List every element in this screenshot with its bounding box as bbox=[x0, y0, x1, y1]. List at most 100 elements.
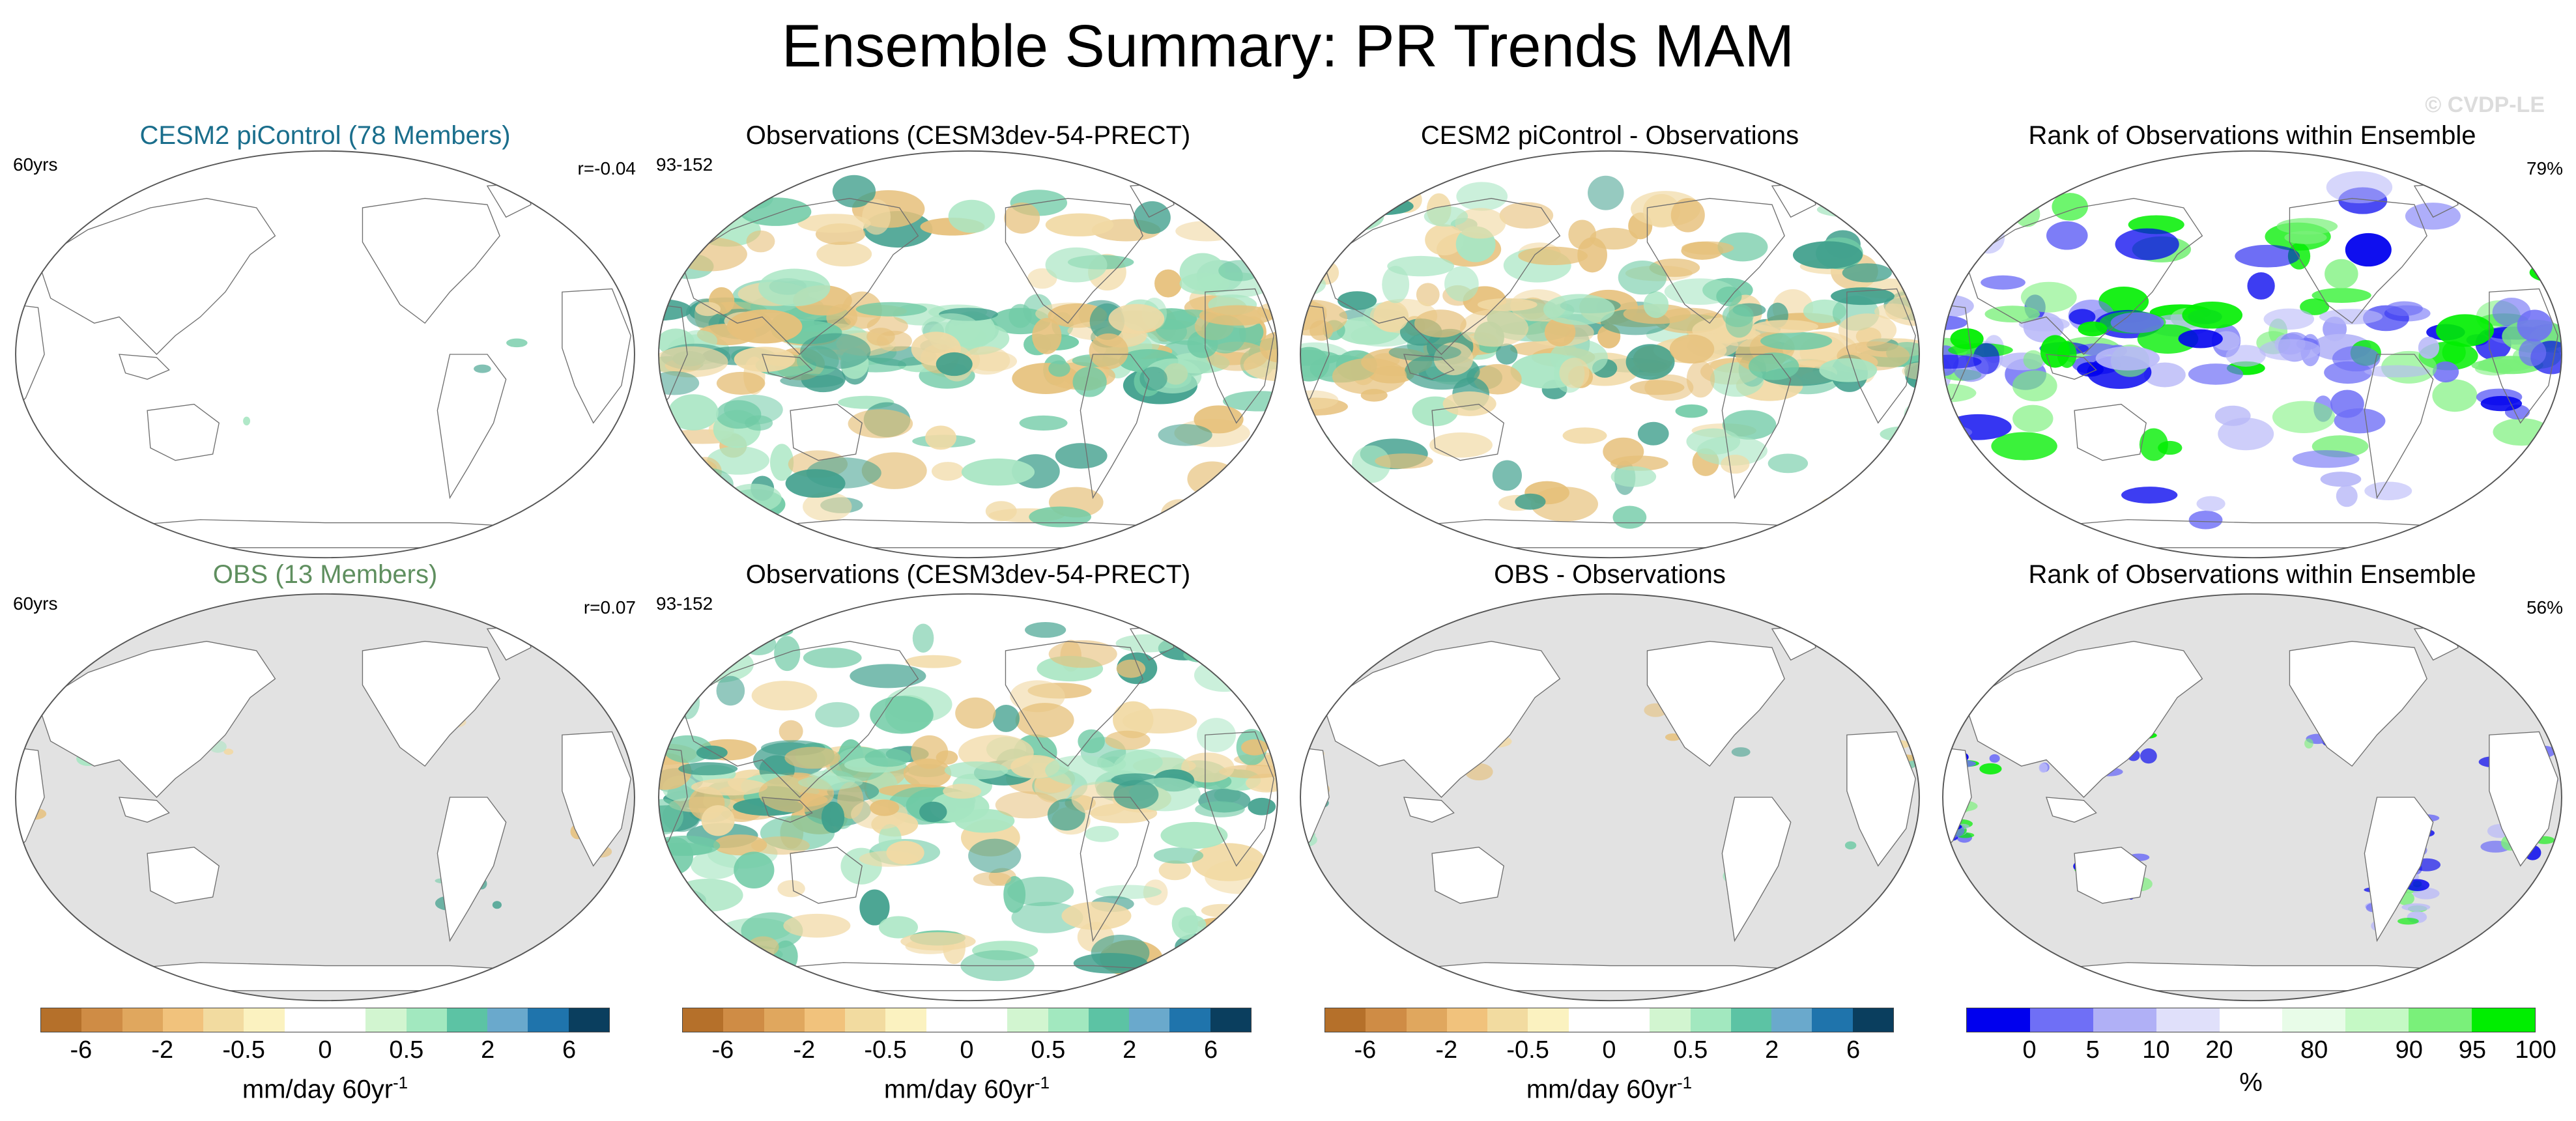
colorbar-tick-label: 100 bbox=[2515, 1036, 2556, 1064]
field-blob bbox=[713, 834, 767, 856]
colorbar-swatch bbox=[1967, 1008, 2030, 1032]
field-blob bbox=[700, 915, 724, 946]
field-blob bbox=[1248, 916, 1278, 950]
landmass-2 bbox=[147, 403, 220, 461]
field-blob bbox=[1819, 358, 1878, 382]
field-blob bbox=[16, 278, 18, 289]
field-blob bbox=[2121, 487, 2178, 504]
colorbar-swatch bbox=[845, 1008, 886, 1032]
field-blob bbox=[943, 784, 982, 799]
panel-right-label-p13: 56% bbox=[2526, 597, 2563, 617]
field-blob bbox=[1588, 175, 1624, 210]
field-blob bbox=[2401, 903, 2431, 911]
field-blob bbox=[1904, 403, 1919, 425]
map-border bbox=[1942, 150, 2562, 559]
field-blob bbox=[2188, 510, 2223, 530]
field-blob bbox=[2386, 301, 2423, 317]
field-blob bbox=[919, 801, 947, 823]
field-blob bbox=[1991, 432, 2057, 461]
landmass-6 bbox=[659, 746, 688, 855]
field-blob bbox=[2325, 259, 2358, 289]
field-blob bbox=[1332, 358, 1407, 395]
map-p10 bbox=[15, 593, 635, 1002]
field-blob bbox=[1085, 825, 1119, 842]
landmass-4 bbox=[2364, 797, 2434, 943]
colorbar-swatch bbox=[723, 1008, 764, 1032]
field-blob bbox=[1015, 703, 1074, 738]
field-blob bbox=[2517, 309, 2553, 342]
field-blob bbox=[1181, 752, 1235, 783]
colorbar-swatch bbox=[1568, 1008, 1609, 1032]
field-blob bbox=[659, 416, 679, 436]
field-blob bbox=[1338, 291, 1377, 310]
field-blob bbox=[2046, 221, 2088, 250]
field-blob bbox=[1373, 300, 1409, 332]
map-p01 bbox=[658, 150, 1278, 559]
colorbar-cb3 bbox=[1966, 1008, 2536, 1032]
field-blob bbox=[1829, 495, 1861, 513]
field-blob bbox=[1637, 421, 1669, 446]
field-blob bbox=[1375, 453, 1433, 469]
field-blob bbox=[815, 702, 860, 728]
field-blob bbox=[2178, 329, 2223, 348]
field-blob bbox=[1496, 343, 1518, 365]
map-border bbox=[1942, 593, 2562, 1002]
field-blob bbox=[2259, 339, 2321, 361]
field-blob bbox=[2012, 370, 2057, 402]
field-blob bbox=[1045, 247, 1108, 283]
colorbar-tick-label: 0.5 bbox=[1673, 1036, 1708, 1064]
field-blob bbox=[2012, 404, 2054, 433]
field-blob bbox=[734, 623, 794, 639]
field-blob bbox=[784, 746, 840, 769]
colorbar-swatch bbox=[122, 1008, 163, 1032]
field-blob bbox=[1989, 754, 2000, 763]
field-blob bbox=[2326, 171, 2393, 204]
colorbar-tick-label: 0.5 bbox=[1031, 1036, 1066, 1064]
field-blob bbox=[931, 462, 964, 481]
landmass-5 bbox=[2489, 288, 2558, 424]
field-blob bbox=[1442, 391, 1496, 416]
field-blob bbox=[659, 799, 683, 835]
colorbar-swatch bbox=[804, 1008, 846, 1032]
field-blob bbox=[726, 309, 803, 344]
field-blob bbox=[821, 801, 845, 833]
field-blob bbox=[2140, 748, 2157, 764]
field-blob bbox=[774, 636, 801, 672]
field-blob bbox=[659, 346, 728, 378]
field-blob bbox=[724, 395, 783, 425]
field-blob bbox=[2501, 506, 2540, 522]
field-blob bbox=[2334, 408, 2386, 434]
field-blob bbox=[1116, 659, 1146, 678]
landmass-4 bbox=[1080, 797, 1150, 943]
field-blob bbox=[1045, 213, 1114, 236]
field-blob bbox=[912, 623, 934, 653]
panel-left-label-p11: 93-152 bbox=[656, 593, 713, 614]
field-blob bbox=[816, 241, 872, 267]
colorbar-swatch bbox=[2282, 1008, 2346, 1032]
field-blob bbox=[2235, 244, 2300, 268]
field-blob bbox=[676, 933, 713, 961]
field-blob bbox=[1979, 763, 2002, 774]
field-blob bbox=[1424, 206, 1468, 227]
field-blob bbox=[1722, 410, 1777, 440]
field-blob bbox=[1902, 362, 1919, 380]
field-blob bbox=[747, 936, 779, 958]
colorbar-tick-label: 2 bbox=[481, 1036, 495, 1064]
field-blob bbox=[1460, 309, 1529, 347]
landmass-5 bbox=[1846, 288, 1916, 424]
field-blob bbox=[2158, 440, 2182, 455]
colorbar-tick-label: 6 bbox=[1846, 1036, 1861, 1064]
colorbar-tick-label: 6 bbox=[562, 1036, 577, 1064]
colorbar-cb0 bbox=[40, 1008, 610, 1032]
field-blob bbox=[1178, 915, 1207, 934]
field-blob bbox=[769, 444, 794, 481]
field-blob bbox=[870, 696, 934, 734]
field-blob bbox=[1844, 841, 1857, 850]
field-blob bbox=[1760, 332, 1833, 350]
field-blob bbox=[1055, 443, 1108, 469]
landmass-0 bbox=[1964, 197, 2203, 355]
landmass-2 bbox=[1431, 846, 1504, 904]
field-blob bbox=[1976, 180, 2011, 207]
field-blob bbox=[1880, 426, 1919, 442]
landmass-2 bbox=[147, 846, 220, 904]
